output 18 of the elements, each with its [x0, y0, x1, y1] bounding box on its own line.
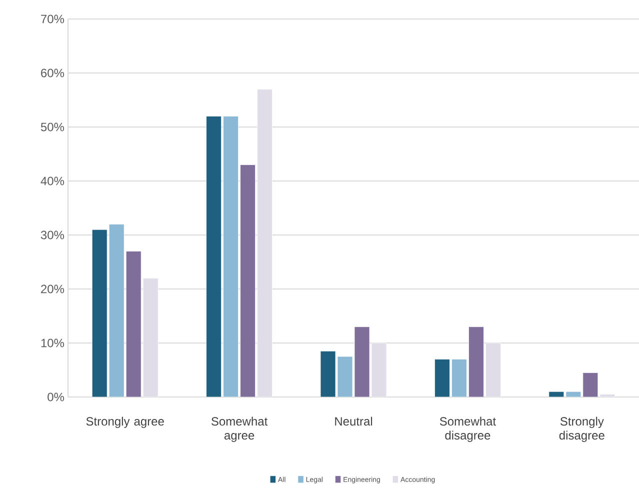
- y-tick-label: 0%: [48, 392, 64, 402]
- y-tick-label: 40%: [40, 176, 64, 186]
- y-tick-label: 10%: [41, 338, 64, 348]
- y-tick-label: 50%: [40, 122, 64, 132]
- y-tick-label: 70%: [41, 14, 64, 24]
- bar: [126, 251, 142, 397]
- bar: [240, 164, 256, 397]
- bar: [354, 326, 370, 397]
- x-tick-label: Somewhat disagree: [440, 416, 496, 442]
- x-tick-label: Strongly disagree: [559, 416, 604, 442]
- y-tick-label: 30%: [40, 230, 64, 240]
- x-tick-label: Strongly agree: [86, 416, 164, 428]
- bar: [468, 326, 484, 397]
- y-tick-label: 20%: [41, 284, 64, 294]
- bar: [582, 372, 598, 397]
- y-tick-label: 60%: [41, 68, 64, 78]
- x-tick-label: Neutral: [335, 416, 372, 426]
- x-tick-label: Somewhat agree: [212, 416, 268, 442]
